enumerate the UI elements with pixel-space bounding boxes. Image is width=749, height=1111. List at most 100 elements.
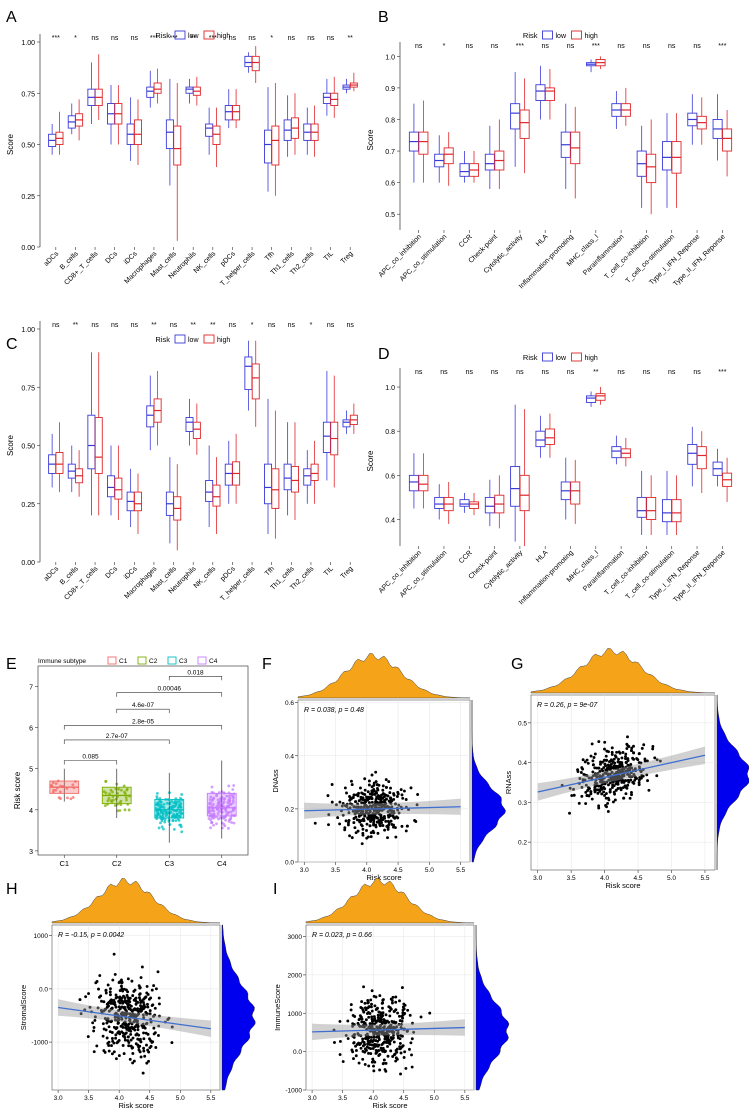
scatter-point (330, 783, 334, 786)
scatter-point (410, 1037, 414, 1041)
box-low (535, 84, 546, 101)
scatter-point (610, 778, 614, 781)
scatter-point (115, 1041, 119, 1045)
scatter-point (400, 824, 404, 828)
scatter-point (157, 1024, 161, 1028)
point-c4 (229, 815, 233, 819)
scatter-point (146, 1002, 149, 1006)
scatter-point (141, 1071, 145, 1075)
point-c1 (54, 788, 58, 792)
panel-label-a: A (6, 9, 17, 26)
legend-title: Risk (155, 335, 170, 344)
scatter-point (131, 1052, 135, 1055)
scatter-point (105, 1036, 109, 1040)
point-c3 (171, 819, 175, 823)
scatter-point (392, 1033, 395, 1037)
scatter-point (363, 1021, 367, 1025)
scatter-point (379, 1024, 383, 1027)
y-tick-label: 0.3 (518, 800, 527, 807)
point-c1 (57, 796, 61, 799)
box-high (722, 128, 733, 152)
scatter-point (639, 776, 643, 780)
scatter-point (616, 780, 620, 784)
scatter-point (626, 757, 630, 761)
scatter-point (586, 788, 590, 792)
scatter-point (382, 815, 386, 818)
scatter-point (367, 779, 371, 783)
y-tick-label: 1.00 (21, 40, 35, 47)
legend-key-high (571, 352, 582, 362)
x-tick-label: APC_co_stimulation (399, 233, 449, 283)
scatter-point (361, 827, 365, 831)
scatter-point (376, 1026, 380, 1030)
comparison-pvalue: 0.00046 (158, 686, 182, 693)
scatter-point (378, 822, 382, 826)
significance-label: ns (229, 322, 237, 329)
scatter-point (603, 787, 607, 791)
scatter-point (333, 1040, 336, 1044)
scatter-point (113, 972, 117, 976)
legend-key-c2 (137, 656, 147, 665)
scatter-point (344, 819, 348, 823)
scatter-point (414, 820, 418, 823)
scatter-point (374, 802, 377, 806)
scatter-point (640, 773, 644, 777)
scatter-point (387, 1025, 391, 1029)
point-c2 (123, 808, 127, 812)
scatter-point (630, 746, 634, 750)
x-tick-label: T_cell_co-inhibition (604, 549, 651, 596)
scatter-point (374, 790, 378, 794)
legend-key-c1 (107, 656, 117, 665)
scatter-point (142, 1031, 146, 1035)
scatter-point (385, 785, 388, 789)
scatter-point (384, 1069, 388, 1073)
scatter-point (610, 746, 614, 750)
scatter-point (604, 764, 608, 768)
scatter-point (363, 777, 367, 781)
scatter-point (120, 987, 124, 991)
scatter-point (382, 1026, 385, 1030)
point-c3 (159, 821, 162, 825)
marginal-density-x (297, 653, 471, 699)
legend-key-high (203, 334, 215, 344)
point-c1 (58, 790, 62, 794)
scatter-point (137, 1012, 141, 1016)
scatter-point (346, 1037, 350, 1040)
point-c2 (117, 787, 120, 791)
legend-label-high: high (217, 337, 230, 344)
scatter-point (122, 987, 126, 991)
scatter-point (359, 805, 363, 809)
scatter-point (386, 813, 390, 817)
scatter-point (392, 823, 396, 827)
scatter-point (123, 1020, 127, 1024)
significance-label: * (310, 322, 313, 329)
y-tick-label: 3000 (288, 934, 303, 941)
regression-line (58, 1006, 211, 1030)
scatter-point (104, 991, 108, 995)
scatter-point (349, 1003, 353, 1007)
point-c2 (103, 804, 107, 808)
scatter-point (364, 1018, 368, 1022)
scatter-point (637, 783, 641, 787)
significance-label: ns (327, 322, 335, 329)
y-tick-label: 7 (29, 685, 33, 692)
scatter-point (374, 1051, 378, 1055)
y-tick-label: 0.75 (21, 385, 35, 392)
scatter-point (142, 1001, 145, 1004)
significance-label: ns (567, 369, 575, 376)
panel-label-c: C (6, 336, 18, 353)
scatter-point (627, 745, 631, 748)
point-c4 (207, 809, 211, 812)
scatter-point (409, 786, 413, 790)
scatter-point (354, 805, 358, 809)
scatter-point (149, 1044, 153, 1048)
legend-label-high: high (585, 355, 598, 362)
point-c4 (222, 800, 226, 804)
box-low (342, 419, 351, 428)
scatter-point (390, 999, 394, 1003)
scatter-point (372, 1031, 376, 1035)
point-c4 (215, 822, 218, 826)
scatter-point (103, 1008, 107, 1012)
scatter-point (134, 1015, 138, 1019)
scatter-point (366, 1000, 370, 1004)
